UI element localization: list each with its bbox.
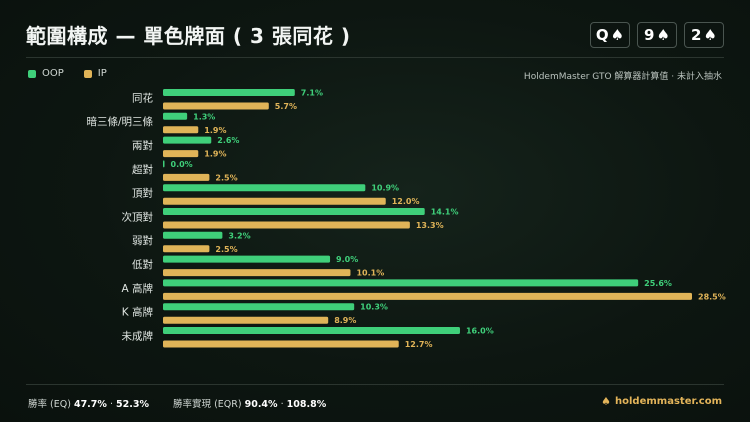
category-label: 頂對 [132, 187, 153, 200]
bar-oop [163, 89, 295, 96]
bar-ip [163, 197, 386, 205]
bar-ip [163, 102, 269, 110]
value-label-ip: 8.9% [334, 316, 356, 325]
value-label-oop: 14.1% [431, 208, 459, 217]
bar-ip [163, 150, 199, 158]
value-label-oop: 9.0% [336, 255, 358, 264]
spade-icon: ♠ [703, 26, 717, 44]
equity-summary: 勝率 (EQ) 47.7% · 52.3% 勝率實現 (EQR) 90.4% ·… [28, 396, 326, 410]
eqr-oop-value: 90.4% [244, 399, 278, 410]
board-card-3: 2 ♠ [684, 22, 724, 48]
value-label-oop: 25.6% [644, 279, 672, 288]
card-rank: 2 [691, 26, 702, 44]
spade-icon: ♠ [610, 26, 625, 44]
bar-ip [163, 245, 210, 253]
category-label: 超對 [132, 163, 153, 176]
bar-oop [163, 231, 223, 239]
category-label: 次頂對 [122, 210, 154, 223]
value-label-ip: 2.5% [215, 245, 237, 254]
card-rank: Q [595, 26, 609, 44]
eqr-separator: · [280, 399, 284, 410]
category-label: 未成牌 [122, 329, 154, 342]
bar-ip [163, 340, 399, 348]
legend-swatch-ip [83, 69, 92, 78]
bar-ip [163, 173, 210, 181]
bar-oop [163, 136, 212, 144]
bar-ip [163, 269, 351, 277]
category-label: 同花 [132, 91, 153, 104]
brand-link[interactable]: ♠ holdemmaster.com [601, 395, 722, 408]
category-label: 低對 [132, 258, 153, 271]
legend-label-ip: IP [97, 68, 107, 79]
value-label-ip: 5.7% [275, 102, 297, 111]
legend-item-ip: IP [83, 68, 107, 79]
value-label-ip: 10.1% [356, 269, 384, 278]
legend-swatch-oop [28, 69, 36, 78]
card-rank: 9 [644, 26, 655, 44]
value-label-ip: 1.9% [204, 150, 226, 159]
board-card-2: 9 ♠ [637, 22, 677, 48]
page-title: 範圍構成 — 單色牌面 ( 3 張同花 ) [26, 24, 351, 48]
chart-legend: OOP IP [28, 68, 127, 79]
eq-label: 勝率 (EQ) [28, 399, 71, 410]
spade-icon: ♠ [656, 26, 670, 44]
eqr-label: 勝率實現 (EQR) [173, 399, 242, 410]
bar-oop [163, 112, 188, 120]
eq-oop-value: 47.7% [73, 399, 107, 410]
board-cards: Q ♠ 9 ♠ 2 ♠ [590, 22, 724, 48]
category-label: 弱對 [132, 234, 153, 247]
brand-text: holdemmaster.com [615, 396, 722, 407]
value-label-oop: 10.3% [360, 303, 388, 312]
footer-divider [26, 384, 724, 385]
board-card-1: Q ♠ [590, 22, 630, 48]
value-label-ip: 28.5% [698, 292, 726, 301]
bar-oop [163, 303, 355, 311]
value-label-ip: 12.0% [392, 197, 420, 206]
legend-item-oop: OOP [28, 68, 64, 79]
bar-ip [163, 221, 410, 229]
category-label: 暗三條/明三條 [86, 115, 153, 128]
value-label-oop: 1.3% [193, 112, 215, 121]
value-label-oop: 16.0% [466, 327, 494, 336]
legend-label-oop: OOP [42, 68, 64, 79]
bar-oop [163, 208, 425, 215]
value-label-ip: 12.7% [405, 340, 433, 349]
bar-oop [163, 184, 366, 192]
bar-ip [163, 126, 199, 134]
eq-ip-value: 52.3% [116, 399, 149, 410]
bar-oop [163, 255, 331, 263]
value-label-ip: 2.5% [215, 173, 237, 182]
bar-ip [163, 316, 329, 324]
bar-ip [163, 292, 692, 300]
bar-oop [163, 279, 639, 287]
value-label-oop: 7.1% [301, 89, 323, 98]
eq-separator: · [109, 399, 113, 410]
value-label-ip: 13.3% [416, 221, 444, 230]
category-label: 兩對 [132, 139, 153, 152]
value-label-oop: 0.0% [171, 160, 193, 169]
header-divider [26, 57, 724, 58]
category-label: A 高牌 [121, 282, 153, 295]
category-label: K 高牌 [122, 306, 154, 319]
value-label-oop: 2.6% [217, 136, 239, 145]
eqr-ip-value: 108.8% [286, 399, 327, 410]
value-label-oop: 3.2% [228, 231, 250, 240]
source-note: HoldemMaster GTO 解算器計算值 · 未計入抽水 [523, 72, 722, 82]
value-label-oop: 10.9% [371, 184, 399, 193]
value-label-ip: 1.9% [204, 126, 226, 135]
bar-oop [163, 327, 460, 334]
spade-icon: ♠ [601, 395, 612, 408]
bar-oop [163, 160, 165, 168]
